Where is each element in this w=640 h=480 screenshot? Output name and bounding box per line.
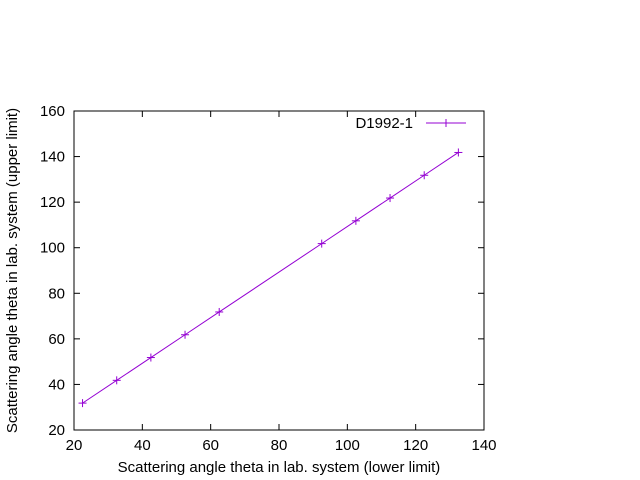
data-point bbox=[351, 216, 360, 225]
plot-frame bbox=[73, 110, 485, 431]
x-tick-label: 60 bbox=[202, 437, 219, 454]
data-point bbox=[317, 239, 326, 248]
data-point bbox=[146, 353, 155, 362]
data-point bbox=[420, 171, 429, 180]
y-tick-label: 140 bbox=[40, 149, 65, 166]
data-point bbox=[78, 399, 87, 408]
x-tick-label: 80 bbox=[271, 437, 288, 454]
y-tick-label: 60 bbox=[48, 331, 65, 348]
legend: D1992-1 bbox=[355, 115, 466, 132]
x-axis-title: Scattering angle theta in lab. system (l… bbox=[118, 459, 441, 476]
y-tick-label: 100 bbox=[40, 240, 65, 257]
data-point bbox=[112, 376, 121, 385]
y-tick-label: 80 bbox=[48, 285, 65, 302]
data-point bbox=[181, 330, 190, 339]
x-tick-label: 20 bbox=[66, 437, 83, 454]
axis-ticks: 20 40 60 80 100 120 140 20 40 60 80 100 120 140 160 bbox=[40, 103, 497, 454]
plot-area bbox=[78, 148, 463, 408]
x-tick-label: 120 bbox=[403, 437, 428, 454]
x-tick-label: 40 bbox=[134, 437, 151, 454]
y-tick-label: 40 bbox=[48, 376, 65, 393]
y-tick-label: 120 bbox=[40, 194, 65, 211]
x-tick-label: 100 bbox=[335, 437, 360, 454]
data-point bbox=[454, 148, 463, 157]
data-point bbox=[215, 307, 224, 316]
series-line bbox=[82, 152, 459, 404]
data-point bbox=[386, 194, 395, 203]
y-tick-label: 160 bbox=[40, 103, 65, 120]
legend-label: D1992-1 bbox=[355, 115, 413, 132]
x-tick-label: 140 bbox=[471, 437, 496, 454]
y-tick-label: 20 bbox=[48, 422, 65, 439]
y-axis-title: Scattering angle theta in lab. system (u… bbox=[4, 108, 21, 433]
